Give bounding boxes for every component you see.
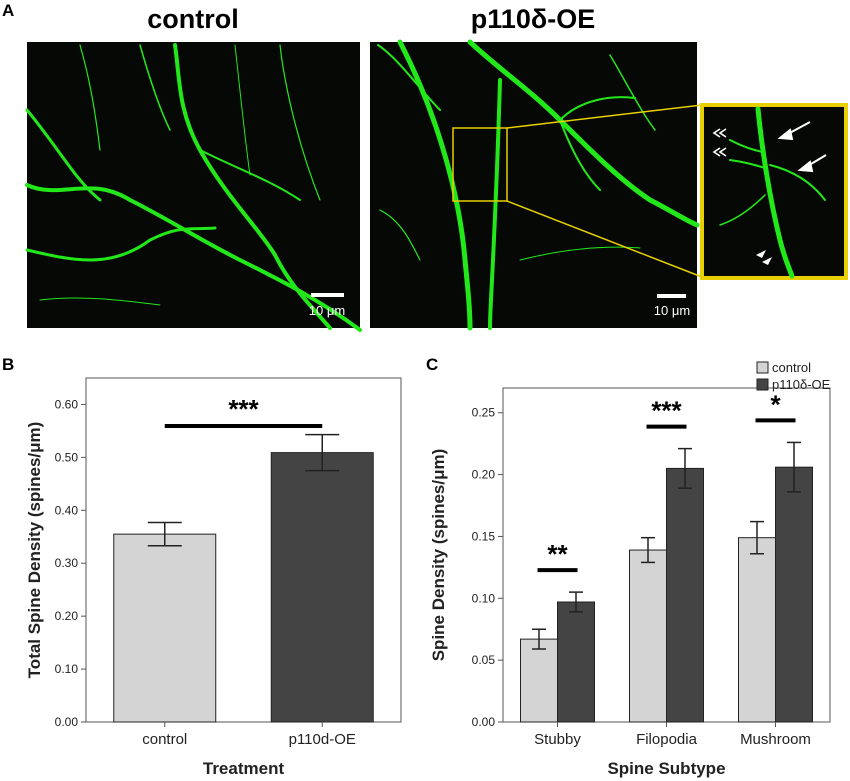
bar xyxy=(629,549,667,723)
bar xyxy=(775,466,813,723)
bar xyxy=(113,533,217,723)
y-tick-label: 0.60 xyxy=(55,397,79,411)
y-tick-label: 0.40 xyxy=(55,503,79,517)
y-tick-label: 0.10 xyxy=(55,662,79,676)
arrow-icon xyxy=(777,121,827,173)
x-axis-title: Spine Subtype xyxy=(607,759,725,778)
category-label: Stubby xyxy=(534,731,581,748)
category-label: p110d-OE xyxy=(289,731,356,748)
control-micrograph: 10 μm xyxy=(25,42,362,332)
control-scale-bar-label: 10 μm xyxy=(309,303,345,318)
y-tick-label: 0.20 xyxy=(55,609,79,623)
chart-b: 0.00 0.10 0.20 0.30 0.40 0.50 0.60 control p110d… xyxy=(25,377,402,778)
panel-letter-c: C xyxy=(426,355,438,374)
bar xyxy=(270,452,374,723)
y-tick-label: 0.00 xyxy=(55,715,79,729)
significance-label: *** xyxy=(651,396,682,426)
x-axis-title: Treatment xyxy=(203,759,285,778)
legend-label: p110δ-OE xyxy=(772,377,831,392)
y-tick-label: 0.10 xyxy=(472,591,496,605)
panel-letter-b: B xyxy=(2,355,14,374)
arrowhead-icon xyxy=(712,128,727,157)
panel-letter-a: A xyxy=(2,1,14,20)
p110d-oe-scale-bar-label: 10 μm xyxy=(654,303,690,318)
significance-label: * xyxy=(770,389,781,419)
chart-c: 0.00 0.05 0.10 0.15 0.20 0.25 Stubby ** Filopodi… xyxy=(429,360,831,778)
bar xyxy=(738,537,776,723)
y-tick-label: 0.05 xyxy=(472,653,496,667)
category-label: Filopodia xyxy=(636,731,698,748)
y-tick-label: 0.25 xyxy=(472,406,496,420)
p110d-oe-image-title: p110δ-OE xyxy=(471,4,595,34)
category-label: control xyxy=(142,731,187,748)
magnified-inset xyxy=(700,103,848,280)
significance-label: *** xyxy=(228,394,259,424)
control-image-title: control xyxy=(147,4,239,34)
bar xyxy=(666,467,704,723)
legend-swatch xyxy=(756,378,769,391)
y-axis-title: Spine Density (spines/μm) xyxy=(429,449,448,662)
bar xyxy=(557,601,595,723)
significance-label: ** xyxy=(547,539,568,569)
y-tick-label: 0.30 xyxy=(55,556,79,570)
legend-label: control xyxy=(772,360,811,375)
category-label: Mushroom xyxy=(740,731,811,748)
arrowhead-icon xyxy=(756,250,772,265)
y-tick-label: 0.50 xyxy=(55,450,79,464)
y-tick-label: 0.20 xyxy=(472,468,496,482)
y-tick-label: 0.15 xyxy=(472,529,496,543)
legend-swatch xyxy=(756,361,769,374)
y-tick-label: 0.00 xyxy=(472,715,496,729)
p110d-oe-micrograph: 10 μm xyxy=(370,39,703,331)
bar xyxy=(520,638,558,723)
y-axis-title: Total Spine Density (spines/μm) xyxy=(25,422,44,679)
